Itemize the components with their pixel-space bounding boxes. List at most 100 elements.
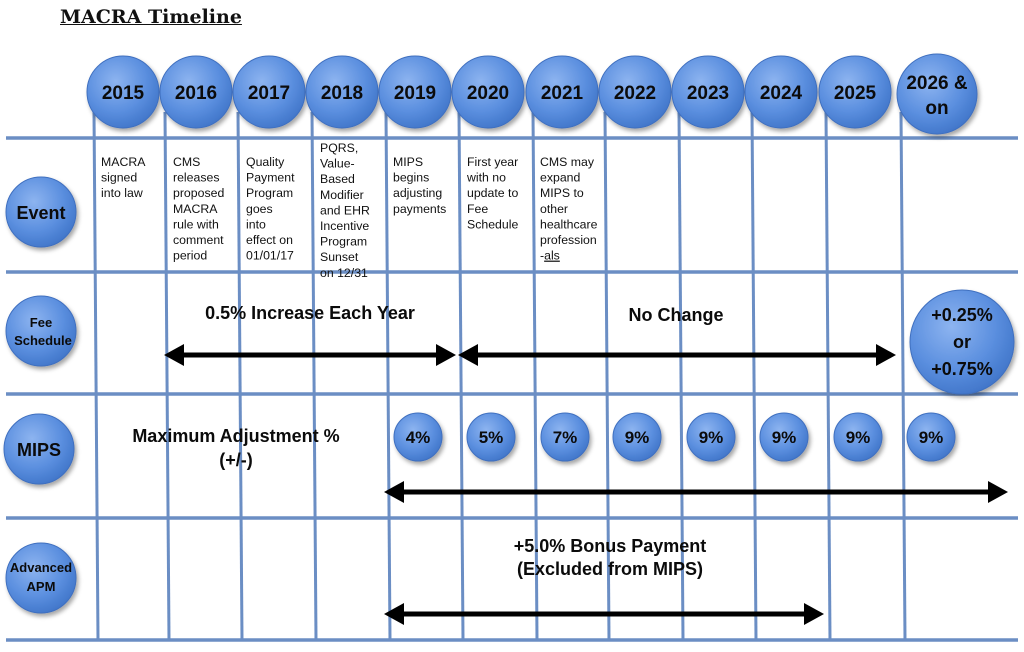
event-text-line: Schedule (467, 217, 518, 231)
year-header-row: 2015 2016 2017 2018 2019 2020 2021 2022 2023 2024… (86, 53, 978, 135)
mips-adjustment-2022: 9% (612, 412, 662, 462)
row-label-mips: MIPS (3, 413, 75, 485)
mips-adjustment-value: 9% (699, 428, 724, 447)
mips-max-adjustment-label: Maximum Adjustment % (132, 426, 339, 446)
mips-adjustment-value: 9% (625, 428, 650, 447)
year-label: 2022 (614, 83, 656, 104)
event-text-line: -als (540, 249, 560, 263)
fee-increase-arrow (164, 344, 456, 366)
mips-adjustment-circles: 4% 5% 7% 9% 9% 9% 9% 9% (393, 412, 956, 462)
fee-final-line-3: +0.75% (931, 359, 993, 379)
row-label-mips-text: MIPS (17, 440, 61, 460)
year-label: 2018 (321, 83, 363, 104)
mips-adjustment-value: 9% (772, 428, 797, 447)
event-text-line: with no (466, 171, 506, 185)
mips-adjustment-2019: 4% (393, 412, 443, 462)
event-text-line: begins (393, 171, 429, 185)
year-label: 2026 & (906, 73, 968, 94)
event-text-line: Incentive (320, 219, 369, 233)
event-text-line: payments (393, 202, 446, 216)
event-text-line: goes (246, 202, 273, 216)
year-label: 2017 (248, 83, 290, 104)
year-label-line-2: on (925, 98, 948, 119)
row-label-fee-text: Fee (30, 315, 52, 330)
event-text-line: MIPS (393, 155, 423, 169)
fee-increase-label: 0.5% Increase Each Year (205, 303, 415, 323)
event-text-line: Payment (246, 171, 295, 185)
mips-adjustment-2021: 7% (540, 412, 590, 462)
event-text-line: releases (173, 171, 219, 185)
event-text-line: First year (467, 155, 518, 169)
fee-final-line-1: +0.25% (931, 305, 993, 325)
event-text-line: healthcare (540, 217, 598, 231)
mips-adjustment-2026 & on: 9% (906, 412, 956, 462)
mips-adjustment-value: 5% (479, 428, 504, 447)
event-text-line: other (540, 202, 568, 216)
year-label: 2023 (687, 83, 729, 104)
event-text-line: Quality (246, 155, 285, 169)
grid-lines (6, 136, 1018, 642)
mips-adjustment-2024: 9% (759, 412, 809, 462)
page-title: MACRA Timeline (60, 6, 242, 28)
year-circle-11: 2025 (818, 55, 892, 129)
event-text-line: MACRA (101, 155, 146, 169)
event-text-line: period (173, 249, 207, 263)
apm-arrow (384, 603, 824, 625)
event-text-line: Modifier (320, 188, 364, 202)
year-circle-9: 2023 (671, 55, 745, 129)
event-text-line: CMS (173, 155, 200, 169)
column-dividers (92, 111, 907, 641)
year-circle-3: 2017 (232, 55, 306, 129)
year-circle-7: 2021 (525, 55, 599, 129)
year-label: 2021 (541, 83, 584, 104)
apm-bonus-sublabel: (Excluded from MIPS) (517, 559, 703, 579)
event-text-line: MACRA (173, 202, 218, 216)
event-text-line: MIPS to (540, 186, 584, 200)
event-text-line: proposed (173, 186, 224, 200)
fee-no-change-arrow (458, 344, 896, 366)
year-label: 2025 (834, 83, 877, 104)
event-text-line: signed (101, 171, 137, 185)
event-text-line: and EHR (320, 203, 370, 217)
year-circle-5: 2019 (378, 55, 452, 129)
year-circle-10: 2024 (744, 55, 818, 129)
event-text-line: into law (101, 186, 143, 200)
mips-adjustment-value: 7% (553, 428, 578, 447)
mips-adjustment-value: 4% (406, 428, 431, 447)
year-label: 2024 (760, 83, 803, 104)
year-circle-2: 2016 (159, 55, 233, 129)
year-label: 2016 (175, 83, 217, 104)
mips-adjustment-value: 9% (846, 428, 871, 447)
year-circle-6: 2020 (451, 55, 525, 129)
row-label-fee-schedule: Fee Schedule (5, 295, 77, 367)
event-text-line: CMS may (540, 155, 595, 169)
event-text-line: Based (320, 172, 355, 186)
event-text-line: expand (540, 171, 581, 185)
event-text-line: Sunset (320, 250, 359, 264)
fee-final-line-2: or (953, 332, 971, 352)
year-label: 2019 (394, 83, 436, 104)
event-text-line: into (246, 217, 266, 231)
mips-max-adjustment-sublabel: (+/-) (219, 450, 253, 470)
row-label-event: Event (5, 176, 77, 248)
event-text-line: adjusting (393, 186, 442, 200)
event-text-line: comment (173, 233, 224, 247)
event-text-line: Program (320, 235, 367, 249)
mips-arrow (384, 481, 1008, 503)
apm-bonus-label: +5.0% Bonus Payment (514, 536, 707, 556)
year-circle-12: 2026 & on (896, 53, 978, 135)
event-text-line: update to (467, 186, 518, 200)
row-label-advanced-apm: Advanced APM (5, 542, 77, 614)
year-circle-8: 2022 (598, 55, 672, 129)
year-label: 2015 (102, 83, 145, 104)
event-text-line: Fee (467, 202, 488, 216)
year-label: 2020 (467, 83, 509, 104)
year-circle-1: 2015 (86, 55, 160, 129)
